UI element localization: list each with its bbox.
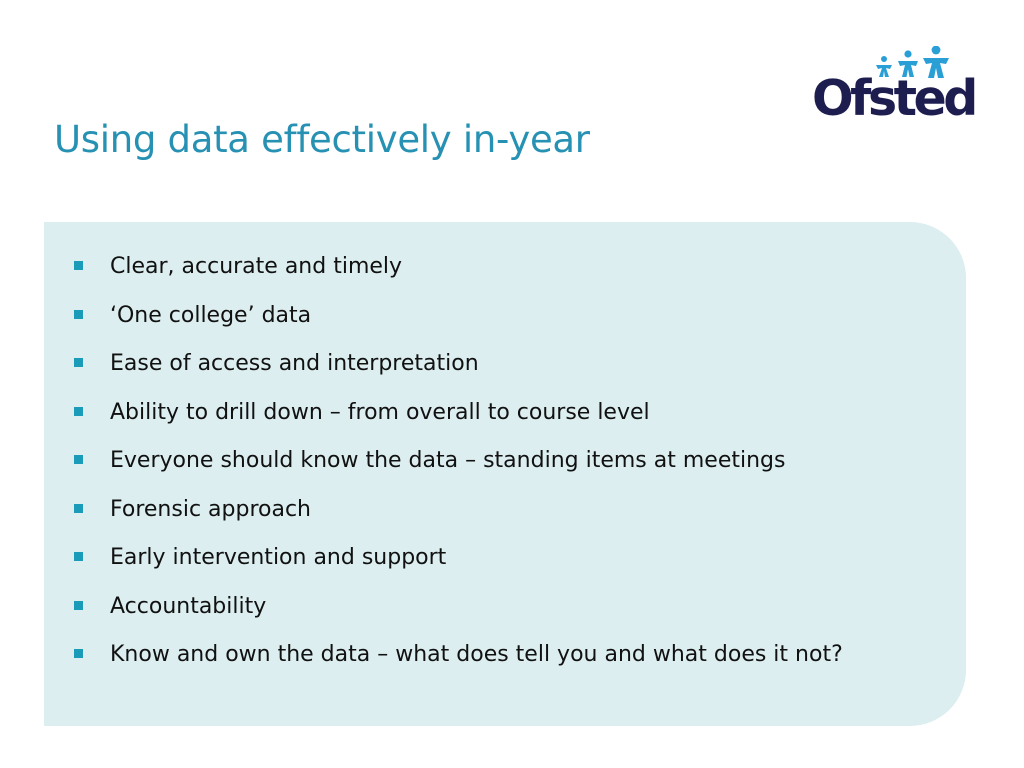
square-bullet-icon bbox=[74, 309, 83, 319]
square-bullet-icon bbox=[74, 503, 83, 513]
list-item: Know and own the data – what does tell y… bbox=[74, 640, 864, 670]
bullet-text: Clear, accurate and timely bbox=[110, 254, 403, 279]
bullet-text: Forensic approach bbox=[110, 496, 311, 522]
logo-stars-icon bbox=[876, 46, 949, 78]
list-item: Ease of access and interpretation bbox=[74, 349, 864, 379]
bullet-list: Clear, accurate and timely ‘One college’… bbox=[74, 252, 864, 689]
bullet-text: Know and own the data – what does tell y… bbox=[110, 642, 843, 667]
list-item: Accountability bbox=[74, 592, 864, 622]
content-panel: Clear, accurate and timely ‘One college’… bbox=[44, 222, 966, 726]
bullet-text: Ability to drill down – from overall to … bbox=[110, 399, 650, 425]
ofsted-logo: Ofsted bbox=[812, 46, 978, 130]
list-item: ‘One college’ data bbox=[74, 301, 864, 331]
bullet-text: Everyone should know the data – standing… bbox=[110, 448, 786, 473]
bullet-text: ‘One college’ data bbox=[110, 302, 312, 328]
bullet-text: Ease of access and interpretation bbox=[110, 351, 479, 376]
square-bullet-icon bbox=[74, 406, 83, 416]
bullet-text: Accountability bbox=[110, 593, 267, 619]
list-item: Ability to drill down – from overall to … bbox=[74, 398, 864, 428]
square-bullet-icon bbox=[74, 261, 83, 270]
square-bullet-icon bbox=[74, 649, 83, 658]
bullet-text: Early intervention and support bbox=[110, 545, 447, 570]
square-bullet-icon bbox=[74, 455, 83, 464]
square-bullet-icon bbox=[74, 600, 83, 610]
list-item: Early intervention and support bbox=[74, 543, 864, 573]
square-bullet-icon bbox=[74, 358, 83, 367]
list-item: Clear, accurate and timely bbox=[74, 252, 864, 282]
slide-title: Using data effectively in-year bbox=[54, 118, 590, 161]
list-item: Everyone should know the data – standing… bbox=[74, 446, 864, 476]
logo-wordmark: Ofsted bbox=[812, 70, 978, 127]
square-bullet-icon bbox=[74, 552, 83, 561]
list-item: Forensic approach bbox=[74, 495, 864, 525]
